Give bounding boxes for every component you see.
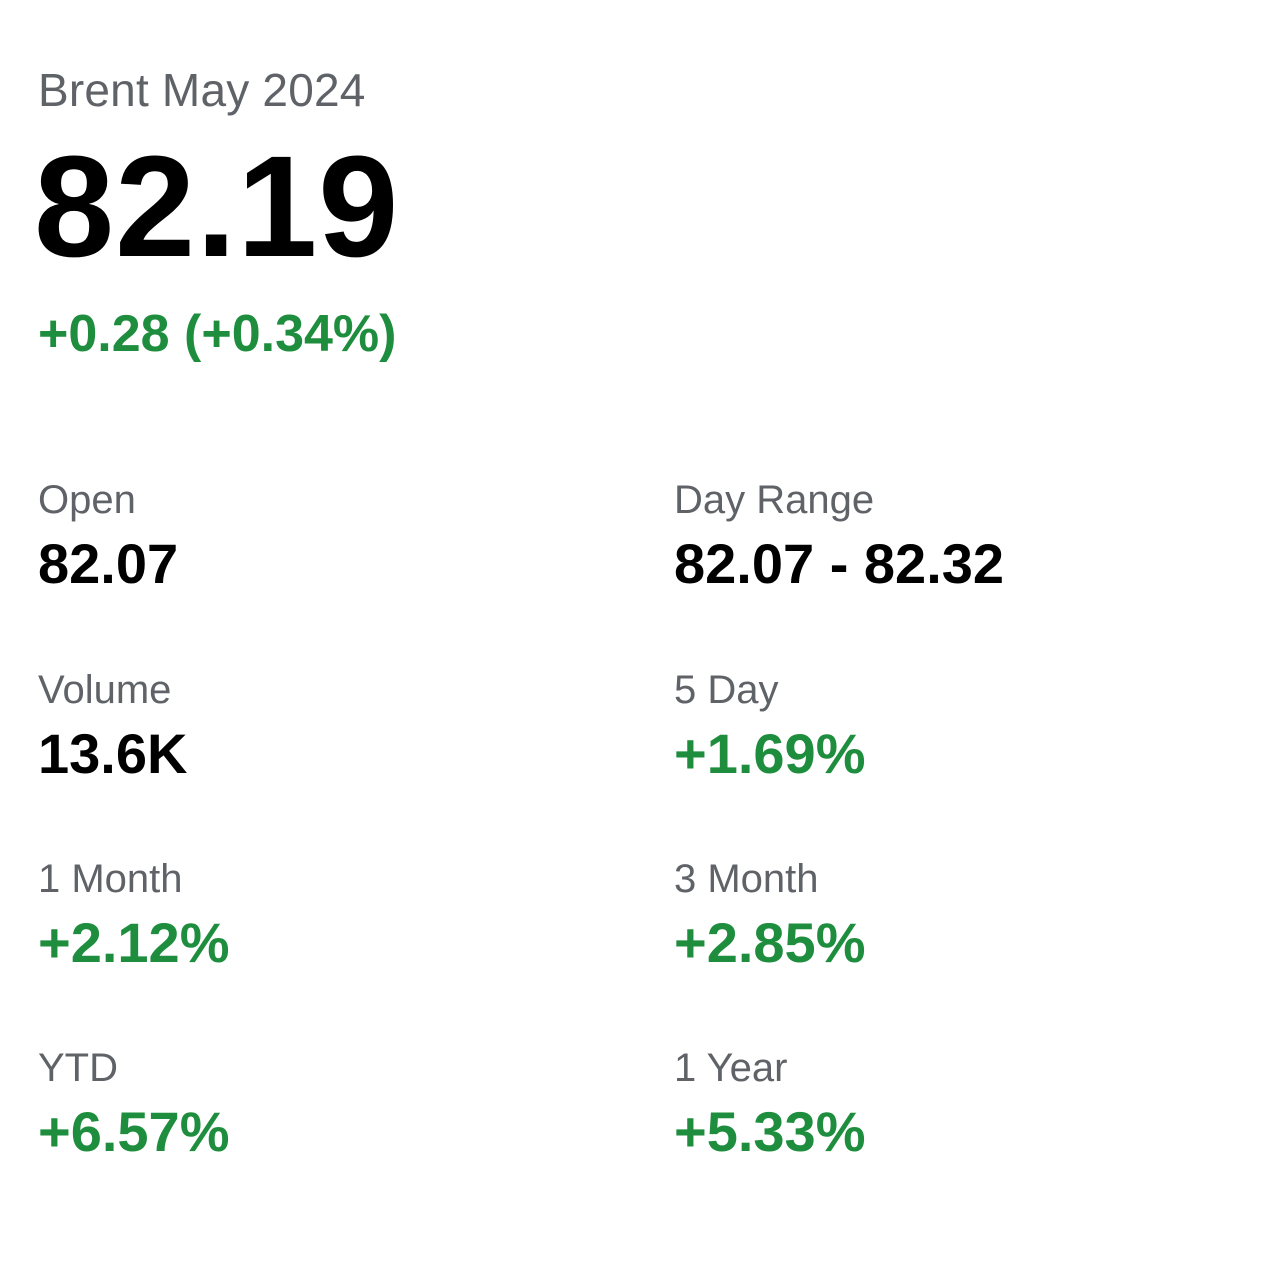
stat-day-range-label: Day Range bbox=[674, 478, 875, 522]
stat-one-year-label: 1 Year bbox=[674, 1046, 788, 1090]
instrument-name: Brent May 2024 bbox=[38, 64, 366, 116]
stat-three-month-label: 3 Month bbox=[674, 857, 819, 901]
stat-volume: Volume 13.6K bbox=[38, 662, 598, 812]
stat-five-day: 5 Day +1.69% bbox=[674, 662, 1234, 812]
stat-one-month-label: 1 Month bbox=[38, 857, 183, 901]
stat-volume-label: Volume bbox=[38, 668, 172, 712]
stat-three-month: 3 Month +2.85% bbox=[674, 851, 1234, 1001]
stat-one-month-value: +2.12% bbox=[38, 911, 230, 974]
stat-open-value: 82.07 bbox=[38, 532, 179, 595]
stat-ytd-label: YTD bbox=[38, 1046, 118, 1090]
stat-ytd-value: +6.57% bbox=[38, 1100, 230, 1163]
stat-five-day-label: 5 Day bbox=[674, 668, 779, 712]
stat-three-month-value: +2.85% bbox=[674, 911, 866, 974]
stat-one-year: 1 Year +5.33% bbox=[674, 1040, 1234, 1190]
last-price: 82.19 bbox=[34, 126, 400, 287]
stat-open-label: Open bbox=[38, 478, 136, 522]
stat-open: Open 82.07 bbox=[38, 472, 598, 622]
price-change: +0.28 (+0.34%) bbox=[38, 305, 397, 363]
stat-volume-value: 13.6K bbox=[38, 722, 188, 785]
stat-one-year-value: +5.33% bbox=[674, 1100, 866, 1163]
stat-one-month: 1 Month +2.12% bbox=[38, 851, 598, 1001]
stat-five-day-value: +1.69% bbox=[674, 722, 866, 785]
stat-day-range: Day Range 82.07 - 82.32 bbox=[674, 472, 1234, 622]
stat-day-range-value: 82.07 - 82.32 bbox=[674, 532, 1005, 595]
stat-ytd: YTD +6.57% bbox=[38, 1040, 598, 1190]
